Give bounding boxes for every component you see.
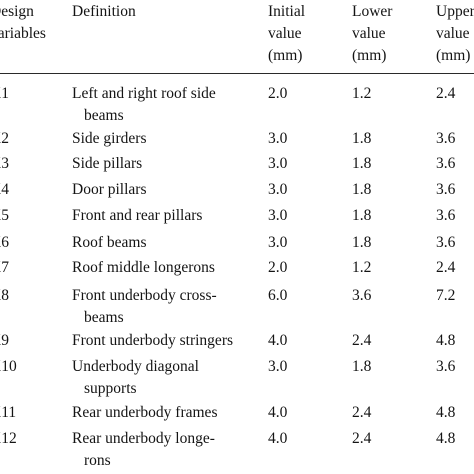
cell-lower-value: 3.6 <box>352 287 372 304</box>
cell-initial-value: 6.0 <box>268 287 288 304</box>
cell-upper-value: 3.6 <box>436 181 456 198</box>
cell-definition: Left and right roof side beams <box>72 83 262 127</box>
definition-line-2: beams <box>84 107 124 124</box>
cell-lower-value: 1.8 <box>352 234 372 251</box>
header-lower-value: Lower value (mm) <box>352 3 393 64</box>
header-definition: Definition <box>72 3 136 20</box>
cell-definition: Front and rear pillars <box>72 205 262 227</box>
cell-initial-value: 3.0 <box>268 234 288 251</box>
cell-design-variable: X3 <box>0 155 9 172</box>
header-initial-value: Initial value (mm) <box>268 3 306 64</box>
definition-line-1: Side pillars <box>72 155 143 172</box>
definition-line-1: Left and right roof side <box>72 85 216 102</box>
definition-line-1: Front and rear pillars <box>72 207 203 224</box>
cell-design-variable: X2 <box>0 130 9 147</box>
cell-lower-value: 1.8 <box>352 181 372 198</box>
cell-lower-value: 1.8 <box>352 207 372 224</box>
cell-design-variable: X8 <box>0 287 9 304</box>
definition-line-1: Front underbody stringers <box>72 332 234 349</box>
cell-definition: Side girders <box>72 128 262 150</box>
cell-definition: Front underbody cross-beams <box>72 285 262 329</box>
definition-line-1: Roof middle longerons <box>72 259 215 276</box>
cell-upper-value: 4.8 <box>436 404 456 421</box>
cell-initial-value: 3.0 <box>268 358 288 375</box>
cell-lower-value: 1.8 <box>352 130 372 147</box>
cell-definition: Rear underbody frames <box>72 402 262 424</box>
cell-initial-value: 4.0 <box>268 332 288 349</box>
header-upper-value: Upper value (mm) <box>436 3 474 64</box>
cell-initial-value: 3.0 <box>268 181 288 198</box>
cell-upper-value: 3.6 <box>436 130 456 147</box>
definition-line-1: Roof beams <box>72 234 147 251</box>
cell-design-variable: X1 <box>0 85 9 102</box>
cell-design-variable: X12 <box>0 430 17 447</box>
cell-design-variable: X11 <box>0 404 17 421</box>
header-rule <box>0 73 474 74</box>
cell-lower-value: 1.8 <box>352 358 372 375</box>
cell-upper-value: 3.6 <box>436 234 456 251</box>
definition-line-1: Rear underbody frames <box>72 404 218 421</box>
cell-design-variable: X10 <box>0 358 17 375</box>
cell-upper-value: 3.6 <box>436 155 456 172</box>
cell-definition: Rear underbody longe-rons <box>72 428 262 472</box>
cell-initial-value: 3.0 <box>268 130 288 147</box>
cell-lower-value: 2.4 <box>352 332 372 349</box>
cell-design-variable: X6 <box>0 234 9 251</box>
cell-lower-value: 1.8 <box>352 155 372 172</box>
cell-lower-value: 1.2 <box>352 259 372 276</box>
definition-line-2: supports <box>84 380 137 397</box>
cell-design-variable: X5 <box>0 207 9 224</box>
cell-upper-value: 2.4 <box>436 85 456 102</box>
cell-definition: Door pillars <box>72 179 262 201</box>
cell-upper-value: 7.2 <box>436 287 456 304</box>
cell-design-variable: X7 <box>0 259 9 276</box>
definition-line-1: Underbody diagonal <box>72 358 199 375</box>
cell-initial-value: 2.0 <box>268 85 288 102</box>
cell-lower-value: 1.2 <box>352 85 372 102</box>
cell-upper-value: 4.8 <box>436 430 456 447</box>
cell-initial-value: 3.0 <box>268 155 288 172</box>
definition-line-2: beams <box>84 309 124 326</box>
definition-line-1: Side girders <box>72 130 147 147</box>
cell-definition: Underbody diagonal supports <box>72 356 262 400</box>
cell-design-variable: X4 <box>0 181 9 198</box>
cell-definition: Roof middle longerons <box>72 257 262 279</box>
cell-initial-value: 2.0 <box>268 259 288 276</box>
cell-upper-value: 3.6 <box>436 358 456 375</box>
cell-lower-value: 2.4 <box>352 430 372 447</box>
header-design-variables: Design variables <box>0 3 46 42</box>
cell-upper-value: 3.6 <box>436 207 456 224</box>
cell-upper-value: 2.4 <box>436 259 456 276</box>
cell-lower-value: 2.4 <box>352 404 372 421</box>
cell-initial-value: 4.0 <box>268 430 288 447</box>
cell-initial-value: 4.0 <box>268 404 288 421</box>
cell-definition: Roof beams <box>72 232 262 254</box>
definition-line-1: Front underbody cross- <box>72 287 217 304</box>
cell-design-variable: X9 <box>0 332 9 349</box>
definition-line-2: rons <box>84 452 111 469</box>
cell-definition: Side pillars <box>72 153 262 175</box>
cell-definition: Front underbody stringers <box>72 330 262 352</box>
cell-upper-value: 4.8 <box>436 332 456 349</box>
definition-line-1: Rear underbody longe- <box>72 430 215 447</box>
definition-line-1: Door pillars <box>72 181 147 198</box>
cell-initial-value: 3.0 <box>268 207 288 224</box>
